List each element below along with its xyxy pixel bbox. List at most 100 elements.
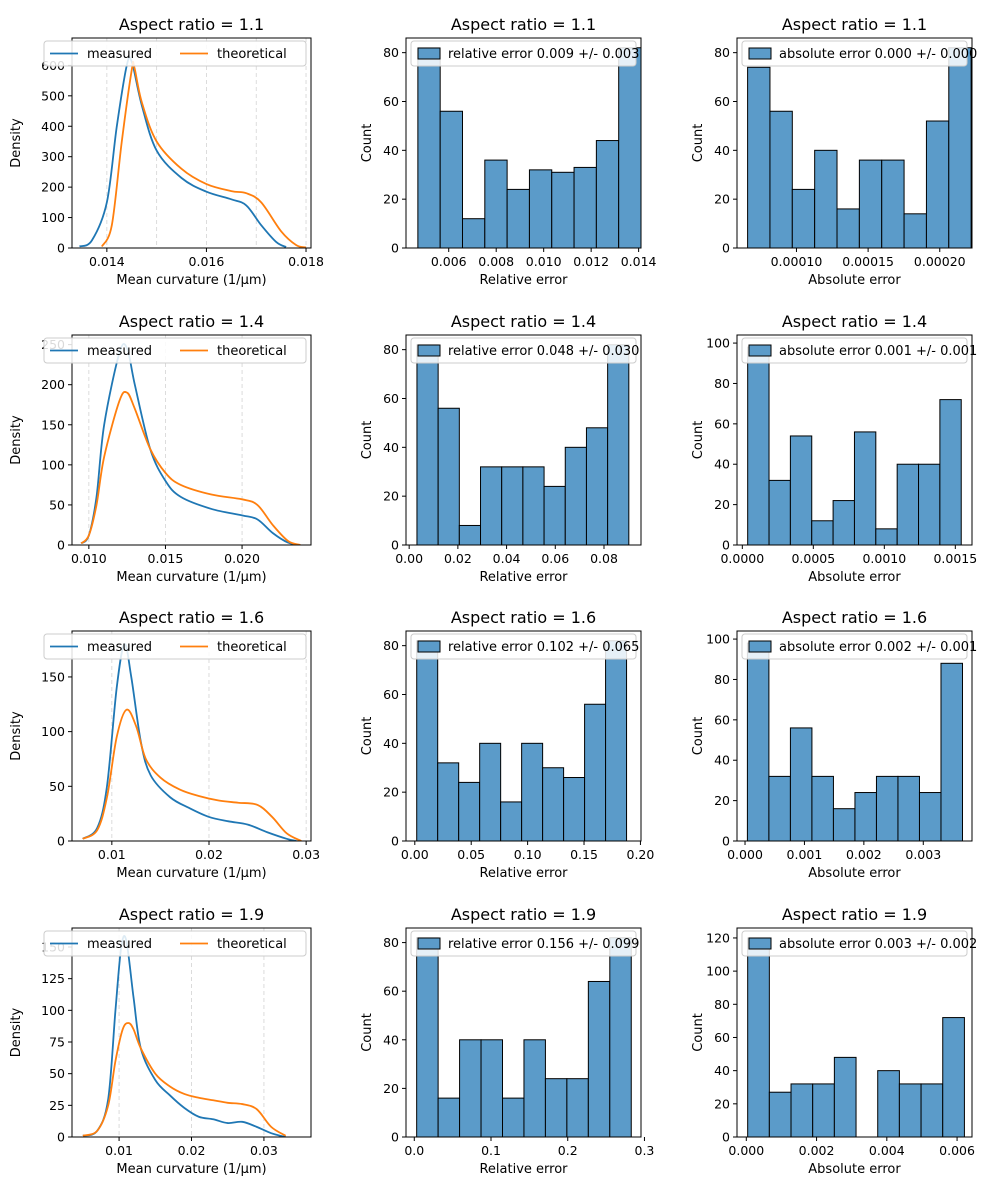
y-axis-label: Count: [360, 1013, 375, 1052]
y-tick-label: 40: [714, 1063, 730, 1078]
histogram-bar: [858, 159, 883, 248]
legend-label: relative error 0.009 +/- 0.003: [448, 47, 639, 62]
x-tick-label: 0.020: [224, 551, 260, 566]
axes-frame: [405, 37, 642, 249]
y-tick-label: 20: [383, 1081, 399, 1096]
legend-label: theoretical: [217, 47, 287, 62]
x-axis-label: Relative error: [479, 273, 568, 288]
histogram-bar: [897, 775, 920, 841]
legend-swatch: [748, 937, 772, 950]
histogram-bar: [480, 1039, 504, 1137]
y-tick-label: 0: [391, 241, 399, 256]
panel-title: Aspect ratio = 1.9: [782, 905, 927, 924]
panel-title: Aspect ratio = 1.6: [119, 608, 264, 627]
y-tick-label: 40: [383, 440, 399, 455]
y-tick-label: 0: [57, 538, 65, 553]
histogram-bar: [833, 1056, 857, 1137]
y-tick-label: 400: [41, 119, 65, 134]
histogram-bar: [566, 1078, 589, 1137]
y-tick-label: 20: [383, 192, 399, 207]
x-axis-label: Absolute error: [808, 866, 901, 881]
histogram-bar: [609, 937, 632, 1137]
y-tick-label: 0: [391, 538, 399, 553]
x-tick-label: 0.01: [105, 1143, 133, 1158]
histogram-bar: [458, 524, 482, 545]
histogram-bar: [836, 208, 860, 248]
x-axis-label: Mean curvature (1/µm): [116, 273, 266, 288]
histogram-bar: [417, 47, 441, 248]
x-tick-label: 0.006: [939, 1143, 975, 1158]
x-tick-label: 0.0015: [933, 551, 977, 566]
legend-label: absolute error 0.003 +/- 0.002: [779, 937, 977, 952]
x-axis-label: Mean curvature (1/µm): [116, 570, 266, 585]
y-tick-label: 80: [714, 45, 730, 60]
series-line-theoretical: [82, 1022, 287, 1137]
y-tick-label: 100: [706, 964, 730, 979]
histogram-bar: [416, 344, 439, 545]
legend-swatch: [417, 47, 441, 60]
y-tick-label: 60: [714, 1030, 730, 1045]
series-line-theoretical: [80, 390, 301, 545]
x-tick-label: 0.008: [478, 254, 514, 269]
panel-title: Aspect ratio = 1.4: [782, 312, 927, 331]
legend-box: [741, 40, 968, 67]
y-tick-label: 200: [41, 180, 65, 195]
y-tick-label: 40: [714, 143, 730, 158]
histogram-bar: [605, 640, 628, 841]
histogram-bar: [853, 431, 877, 545]
y-tick-label: 80: [714, 376, 730, 391]
panel-title: Aspect ratio = 1.1: [119, 15, 264, 34]
histogram-bar: [814, 149, 838, 248]
legend-swatch: [417, 937, 441, 950]
x-tick-label: 0.08: [590, 551, 618, 566]
histogram-bar: [437, 1097, 461, 1137]
y-tick-label: 50: [49, 1066, 65, 1081]
histogram-bar: [918, 463, 941, 545]
y-tick-label: 120: [706, 930, 730, 945]
histogram-bar: [501, 466, 524, 545]
x-tick-label: 0.000: [728, 1143, 764, 1158]
panel-r2-c2: 0.00 0.02 0.04 0.06 0.08 0 20 40 60 80 Aspect rati…: [360, 312, 642, 585]
histogram-bar: [811, 520, 834, 545]
panel-title: Aspect ratio = 1.9: [119, 905, 264, 924]
x-tick-label: 0.15: [570, 847, 598, 862]
y-tick-label: 0: [391, 1130, 399, 1145]
legend-box: [410, 633, 637, 660]
histogram-bar: [832, 808, 856, 841]
y-tick-label: 100: [706, 632, 730, 647]
histogram-bar: [920, 1083, 944, 1137]
histogram-bar: [939, 399, 962, 545]
histogram-bar: [925, 120, 950, 248]
legend-label: theoretical: [217, 640, 287, 655]
y-tick-label: 500: [41, 88, 65, 103]
y-tick-label: 100: [41, 1003, 65, 1018]
x-axis-label: Relative error: [479, 866, 568, 881]
y-axis-label: Count: [691, 1013, 706, 1052]
panel-r4-c1: 0.010.020.030255075100125150Aspect ratio…: [9, 905, 312, 1177]
histogram-bar: [811, 775, 834, 841]
y-tick-label: 60: [383, 391, 399, 406]
legend-label: measured: [87, 937, 152, 952]
histogram-bar: [439, 110, 463, 248]
panel-title: Aspect ratio = 1.1: [782, 15, 927, 34]
histogram-bar: [506, 188, 530, 248]
y-tick-label: 80: [383, 935, 399, 950]
legend-label: absolute error 0.001 +/- 0.001: [779, 344, 977, 359]
x-tick-label: 0.014: [621, 254, 657, 269]
x-tick-label: 0.00010: [771, 254, 823, 269]
y-tick-label: 60: [383, 94, 399, 109]
x-tick-label: 0.001: [787, 847, 823, 862]
x-tick-label: 0.00020: [914, 254, 966, 269]
x-axis-label: Relative error: [479, 570, 568, 585]
y-axis-label: Count: [691, 717, 706, 756]
histogram-bar: [573, 166, 597, 248]
y-tick-label: 0: [722, 834, 730, 849]
y-tick-label: 80: [383, 45, 399, 60]
y-tick-label: 100: [706, 336, 730, 351]
x-axis-label: Mean curvature (1/µm): [116, 1162, 266, 1177]
histogram-bar: [877, 1070, 900, 1137]
x-tick-label: 0.02: [178, 1143, 206, 1158]
panel-title: Aspect ratio = 1.6: [451, 608, 596, 627]
y-axis-label: Count: [691, 124, 706, 163]
